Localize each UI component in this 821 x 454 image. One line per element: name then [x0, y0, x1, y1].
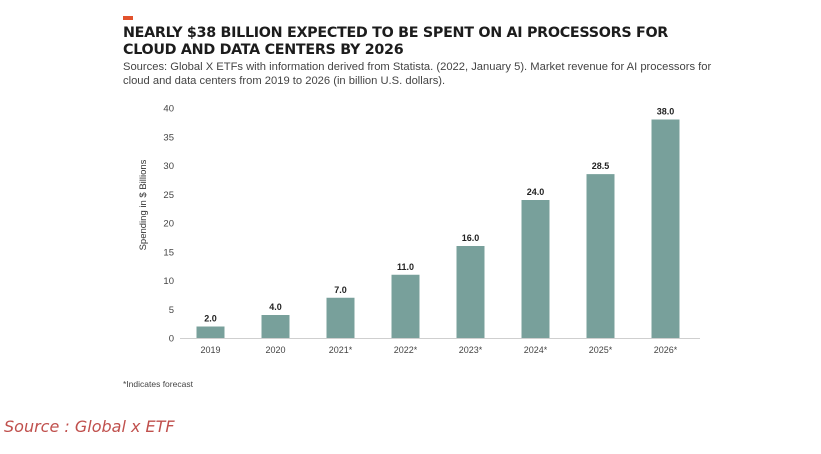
x-tick-label: 2025* [589, 345, 613, 355]
y-tick-label: 5 [169, 305, 174, 316]
x-tick-label: 2023* [459, 345, 483, 355]
y-tick-label: 35 [163, 132, 174, 143]
bar-2026 [651, 119, 680, 338]
chart-subtitle: Sources: Global X ETFs with information … [123, 61, 712, 87]
data-label: 24.0 [527, 187, 545, 197]
bar-chart: 0 5 10 15 20 25 30 35 40 Spending in $ Billions 2.… [138, 104, 700, 355]
data-label: 7.0 [334, 285, 347, 295]
y-tick-label: 25 [163, 190, 174, 201]
data-label: 11.0 [397, 262, 414, 272]
y-tick-label: 40 [163, 104, 174, 115]
x-tick-label: 2024* [524, 345, 548, 355]
y-tick-label: 20 [163, 219, 174, 230]
x-tick-label: 2026* [654, 345, 678, 355]
y-axis-title: Spending in $ Billions [138, 159, 149, 250]
y-tick-label: 0 [169, 334, 174, 345]
forecast-footnote: *Indicates forecast [123, 379, 193, 389]
x-tick-label: 2020 [265, 345, 285, 355]
bar-2024 [521, 200, 550, 338]
x-tick-label: 2021* [329, 345, 353, 355]
bar-2022 [391, 274, 420, 338]
data-label: 38.0 [657, 107, 675, 117]
bar-2023 [456, 246, 485, 338]
bar-2020 [261, 315, 290, 338]
y-tick-label: 15 [163, 247, 174, 258]
data-label: 2.0 [204, 314, 217, 324]
data-label: 16.0 [462, 233, 480, 243]
data-label: 28.5 [592, 161, 610, 171]
y-tick-label: 30 [163, 161, 174, 172]
source-caption: Source : Global x ETF [4, 417, 175, 436]
y-tick-label: 10 [163, 276, 174, 287]
title-accent-bar [123, 16, 133, 20]
bar-2021 [326, 297, 355, 338]
data-label: 4.0 [269, 302, 282, 312]
chart-title: NEARLY $38 BILLION EXPECTED TO BE SPENT … [123, 25, 669, 58]
x-tick-label: 2019 [200, 345, 220, 355]
bar-2025 [586, 174, 615, 338]
bar-2019 [196, 326, 225, 338]
x-tick-label: 2022* [394, 345, 418, 355]
